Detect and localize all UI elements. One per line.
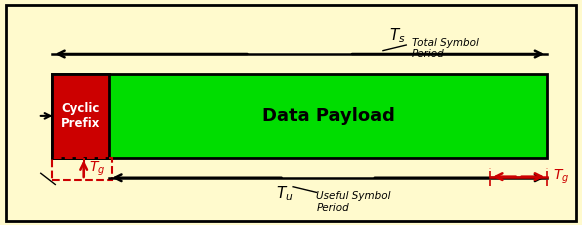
Text: Useful Symbol
Period: Useful Symbol Period bbox=[317, 191, 391, 213]
Text: $T_g$: $T_g$ bbox=[553, 167, 569, 186]
Bar bbox=[52, 158, 112, 180]
Bar bbox=[52, 74, 109, 158]
Text: $T_u$: $T_u$ bbox=[276, 184, 293, 203]
Text: $T_g$: $T_g$ bbox=[90, 160, 106, 178]
Text: Total Symbol
Period: Total Symbol Period bbox=[412, 38, 479, 59]
Text: Data Payload: Data Payload bbox=[262, 107, 395, 125]
Bar bbox=[52, 74, 547, 158]
Text: Cyclic
Prefix: Cyclic Prefix bbox=[61, 102, 101, 130]
Text: $T_s$: $T_s$ bbox=[389, 26, 406, 45]
